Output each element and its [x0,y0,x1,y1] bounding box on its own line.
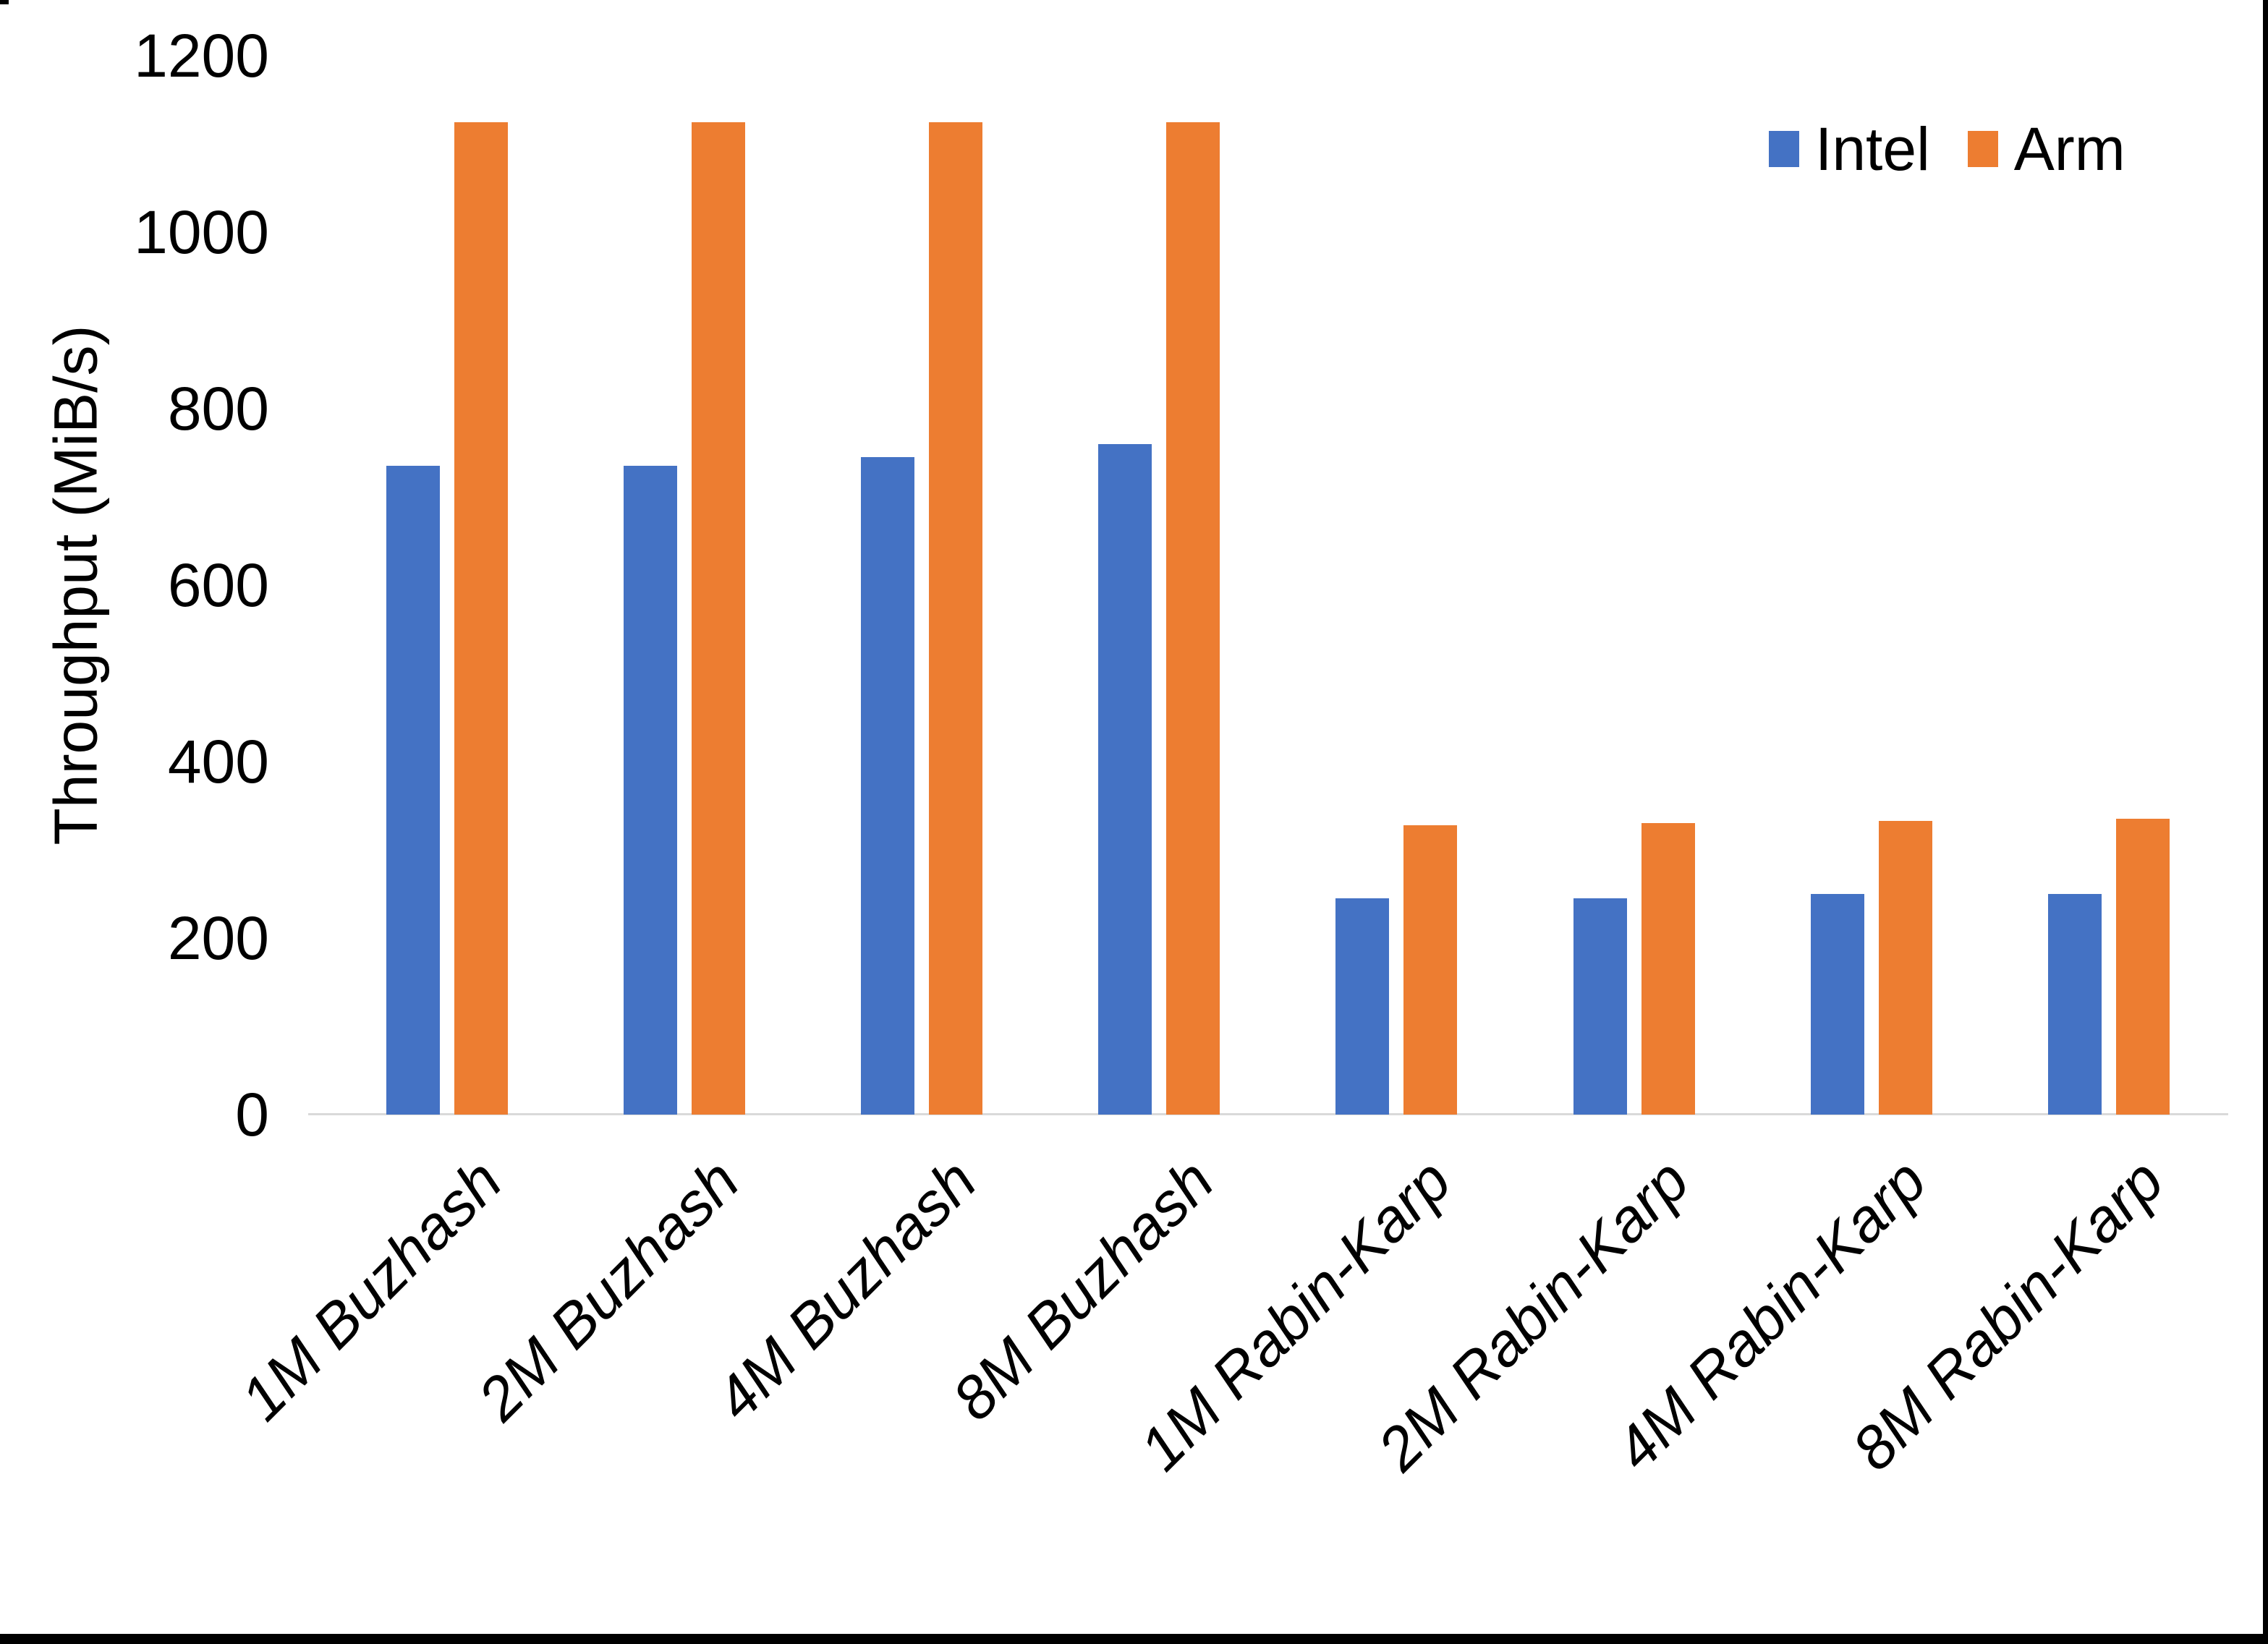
y-tick-label-600: 600 [167,551,269,619]
y-tick-label-0: 0 [235,1081,269,1149]
corner-artifact [0,0,9,4]
legend-label-intel: Intel [1815,115,1930,183]
arm-series-swatch [1967,131,1998,167]
y-tick-label-800: 800 [167,375,269,443]
bar-arm-4m-buzhash [928,122,982,1115]
legend: Intel Arm [1769,114,2125,184]
bar-arm-2m-rabin-karp [1641,823,1695,1115]
bar-arm-1m-rabin-karp [1403,825,1458,1115]
bar-arm-4m-rabin-karp [1878,820,1932,1115]
bar-intel-1m-rabin-karp [1335,898,1390,1115]
bar-intel-8m-buzhash [1098,443,1152,1115]
bar-intel-4m-rabin-karp [1810,894,1864,1115]
legend-item-arm: Arm [1967,114,2125,184]
bar-intel-2m-buzhash [623,466,677,1115]
bar-intel-8m-rabin-karp [2047,894,2102,1115]
legend-label-arm: Arm [2013,115,2125,183]
legend-item-intel: Intel [1769,114,1930,184]
bar-arm-8m-rabin-karp [2115,819,2170,1115]
y-tick-label-1200: 1200 [134,22,269,90]
bar-intel-2m-rabin-karp [1573,898,1627,1115]
bar-arm-1m-buzhash [454,122,508,1115]
bar-arm-2m-buzhash [691,122,745,1115]
bar-intel-1m-buzhash [386,466,440,1115]
bar-intel-4m-buzhash [860,457,914,1115]
bar-arm-8m-buzhash [1166,122,1220,1115]
y-tick-label-400: 400 [167,728,269,796]
y-tick-label-1000: 1000 [134,198,269,266]
x-axis-line [308,1113,2228,1115]
bottom-border [0,1634,2268,1644]
intel-series-swatch [1769,131,1799,167]
y-tick-label-200: 200 [167,904,269,972]
right-border [2263,0,2268,1644]
